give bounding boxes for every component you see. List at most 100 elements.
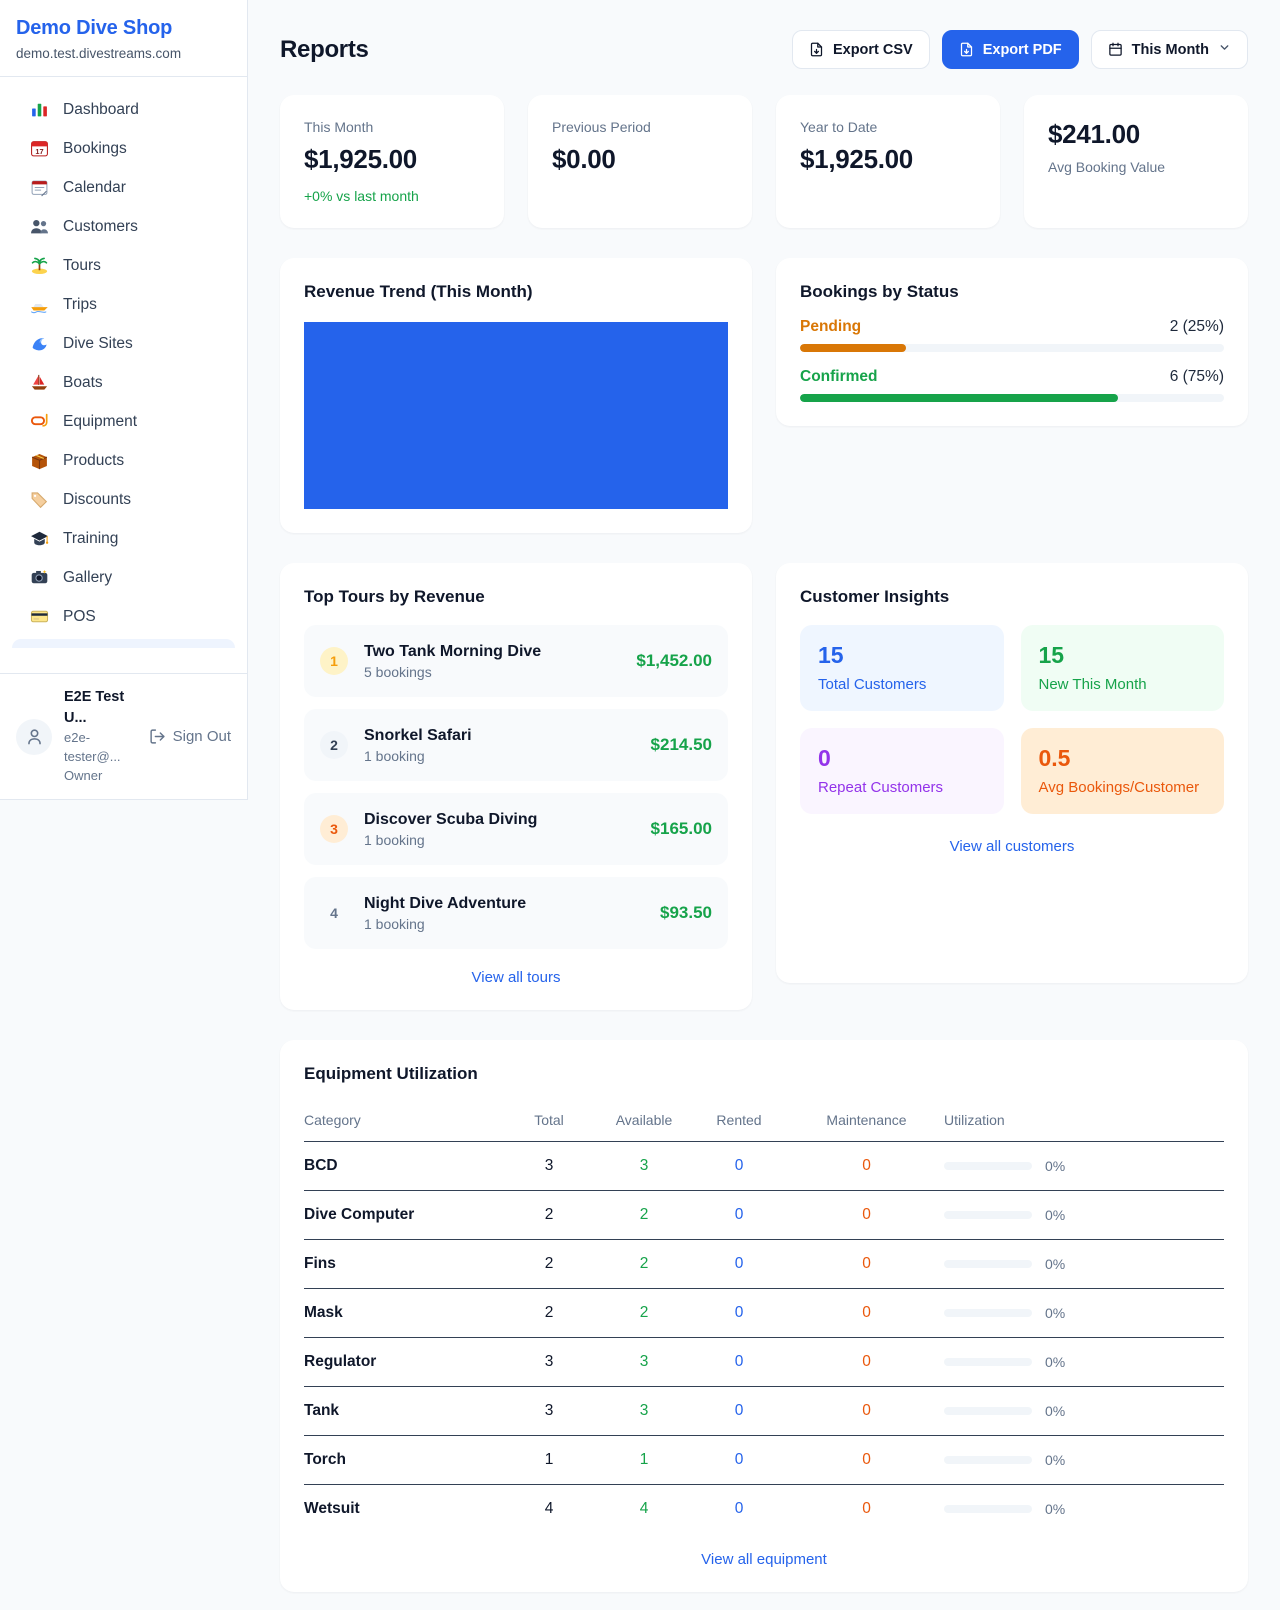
tour-row-night-dive-adventure[interactable]: 4 Night Dive Adventure 1 booking $93.50	[304, 877, 728, 949]
equipment-utilization-title: Equipment Utilization	[304, 1064, 478, 1083]
stat-delta: +0% vs last month	[304, 188, 419, 204]
sidebar-item-label: Calendar	[63, 178, 126, 196]
utilization-pct: 0%	[1045, 1452, 1066, 1468]
stat-value: $0.00	[552, 144, 616, 174]
view-all-customers-link[interactable]: View all customers	[949, 838, 1075, 855]
sidebar-item-calendar[interactable]: Calendar	[12, 168, 235, 207]
rank-badge: 1	[320, 647, 348, 675]
tour-row-discover-scuba-diving[interactable]: 3 Discover Scuba Diving 1 booking $165.0…	[304, 793, 728, 865]
cell-utilization: 0%	[944, 1403, 1224, 1419]
rank-badge: 3	[320, 815, 348, 843]
sidebar-item-label: Tours	[63, 256, 101, 274]
insight-value: 0.5	[1038, 745, 1071, 771]
tour-revenue: $214.50	[650, 735, 712, 754]
sidebar-item-reports-active-partial[interactable]	[12, 639, 235, 648]
status-name: Pending	[800, 318, 862, 335]
cell-total: 3	[544, 1402, 554, 1419]
cell-utilization: 0%	[944, 1207, 1224, 1223]
stat-card-year-to-date: Year to Date $1,925.00	[776, 95, 1000, 228]
cell-rented: 0	[734, 1500, 744, 1517]
sidebar-item-discounts[interactable]: Discounts	[12, 480, 235, 519]
stat-label: Avg Booking Value	[1048, 159, 1166, 175]
cell-category: Fins	[304, 1255, 336, 1272]
insights-grid: 15 Total Customers 15 New This Month 0 R…	[800, 625, 1224, 814]
utilization-bar	[944, 1309, 1032, 1317]
tour-row-two-tank-morning-dive[interactable]: 1 Two Tank Morning Dive 5 bookings $1,45…	[304, 625, 728, 697]
file-download-icon	[960, 42, 972, 57]
cell-maintenance: 0	[862, 1500, 871, 1517]
export-pdf-button[interactable]: Export PDF	[941, 30, 1079, 69]
sidebar-item-customers[interactable]: Customers	[12, 207, 235, 246]
sidebar-item-bookings[interactable]: 17 Bookings	[12, 129, 235, 168]
tour-bookings: 5 bookings	[364, 663, 432, 680]
sidebar-item-trips[interactable]: Trips	[12, 285, 235, 324]
svg-text:17: 17	[35, 147, 43, 156]
status-count: 6 (75%)	[1169, 368, 1224, 385]
table-row-bcd: BCD 3 3 0 0 0%	[304, 1142, 1224, 1191]
cell-rented: 0	[734, 1157, 744, 1174]
brand-name[interactable]: Demo Dive Shop	[16, 17, 173, 39]
utilization-pct: 0%	[1045, 1305, 1066, 1321]
cell-category: Mask	[304, 1304, 343, 1321]
insight-value: 15	[1038, 642, 1065, 668]
stat-value: $1,925.00	[304, 144, 417, 174]
cell-total: 2	[544, 1206, 554, 1223]
utilization-bar	[944, 1358, 1032, 1366]
cell-utilization: 0%	[944, 1452, 1224, 1468]
insight-card-total-customers: 15 Total Customers	[800, 625, 1004, 711]
equipment-utilization-card: Equipment Utilization Category Total Avail…	[280, 1040, 1248, 1592]
cell-available: 2	[639, 1255, 649, 1272]
status-name: Confirmed	[800, 368, 878, 385]
tour-name: Discover Scuba Diving	[364, 810, 538, 828]
rank-badge: 2	[320, 731, 348, 759]
sign-out-label: Sign Out	[172, 728, 231, 746]
sidebar-item-tours[interactable]: Tours	[12, 246, 235, 285]
stat-label: Year to Date	[800, 119, 878, 135]
utilization-pct: 0%	[1045, 1354, 1066, 1370]
brand: Demo Dive Shop demo.test.divestreams.com	[0, 0, 247, 77]
status-bar-track	[800, 344, 1224, 352]
table-row-dive-computer: Dive Computer 2 2 0 0 0%	[304, 1191, 1224, 1240]
export-csv-label: Export CSV	[832, 41, 913, 58]
export-csv-button[interactable]: Export CSV	[791, 30, 930, 69]
sidebar-item-pos[interactable]: POS	[12, 597, 235, 636]
tour-bookings: 1 booking	[364, 915, 425, 932]
dashboard-icon	[30, 100, 49, 119]
cell-maintenance: 0	[862, 1353, 871, 1370]
sidebar-item-boats[interactable]: Boats	[12, 363, 235, 402]
sidebar-item-dashboard[interactable]: Dashboard	[12, 90, 235, 129]
customer-insights-card: Customer Insights 15 Total Customers 15 …	[776, 563, 1248, 983]
main-content: Reports Export CSV Export PDF This Month…	[248, 0, 1280, 1592]
sidebar-item-gallery[interactable]: Gallery	[12, 558, 235, 597]
tour-revenue: $165.00	[650, 819, 712, 838]
view-all-equipment-link[interactable]: View all equipment	[701, 1551, 827, 1568]
cell-total: 1	[544, 1451, 554, 1468]
stat-value: $241.00	[1048, 119, 1140, 149]
export-pdf-label: Export PDF	[982, 41, 1062, 58]
period-label: This Month	[1131, 41, 1209, 58]
cell-category: BCD	[304, 1157, 338, 1174]
stat-card-avg-booking-value: $241.00 Avg Booking Value	[1024, 95, 1248, 228]
sidebar-item-label: Gallery	[63, 568, 113, 586]
tour-revenue: $93.50	[660, 903, 712, 922]
view-all-tours-link[interactable]: View all tours	[471, 969, 561, 986]
stat-card-this-month: This Month $1,925.00 +0% vs last month	[280, 95, 504, 228]
tour-row-snorkel-safari[interactable]: 2 Snorkel Safari 1 booking $214.50	[304, 709, 728, 781]
column-header-total: Total	[534, 1112, 564, 1128]
cell-maintenance: 0	[862, 1255, 871, 1272]
stat-label: Previous Period	[552, 119, 651, 135]
sidebar-item-dive-sites[interactable]: Dive Sites	[12, 324, 235, 363]
customers-icon	[30, 217, 49, 236]
tour-name: Two Tank Morning Dive	[364, 642, 542, 660]
column-header-category: Category	[304, 1112, 361, 1128]
sign-out-button[interactable]: Sign Out	[149, 728, 231, 745]
sidebar-item-label: Dashboard	[63, 100, 139, 118]
status-bar-fill	[800, 344, 906, 352]
insight-label: Avg Bookings/Customer	[1038, 779, 1200, 796]
sidebar-item-products[interactable]: Products	[12, 441, 235, 480]
sidebar-item-training[interactable]: Training	[12, 519, 235, 558]
sidebar-item-equipment[interactable]: Equipment	[12, 402, 235, 441]
stat-label: This Month	[304, 119, 374, 135]
utilization-bar	[944, 1162, 1032, 1170]
period-dropdown[interactable]: This Month	[1090, 30, 1248, 69]
